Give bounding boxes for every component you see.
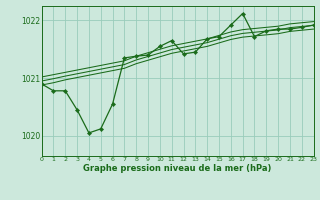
X-axis label: Graphe pression niveau de la mer (hPa): Graphe pression niveau de la mer (hPa) (84, 164, 272, 173)
